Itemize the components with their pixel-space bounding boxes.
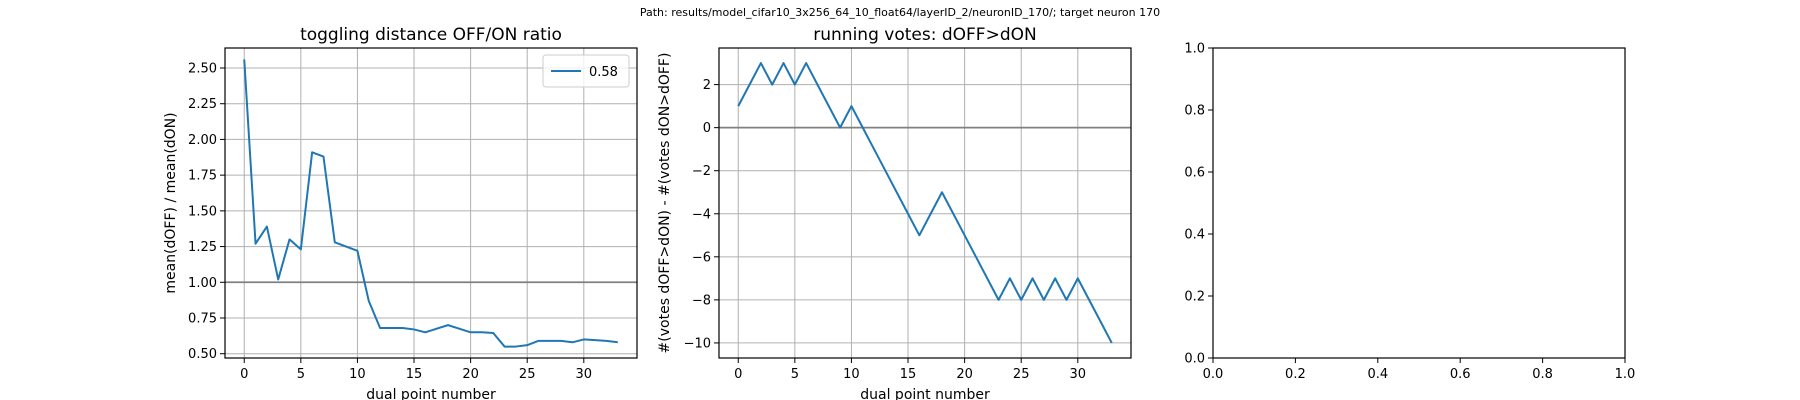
votes-xtick-label: 15 — [900, 367, 917, 382]
empty-ytick-label: 1.0 — [1184, 42, 1205, 57]
ratio-ytick-label: 1.75 — [188, 169, 217, 184]
ratio-ytick-label: 2.25 — [188, 97, 217, 112]
ratio-xtick-label: 10 — [349, 367, 366, 382]
votes-ytick-label: −8 — [692, 293, 711, 308]
ratio-xtick-label: 20 — [462, 367, 479, 382]
votes-xtick-label: 10 — [843, 367, 860, 382]
ratio-legend: 0.58 — [542, 54, 630, 88]
votes-ytick-label: −10 — [684, 336, 711, 351]
ratio-axes-frame — [224, 47, 638, 359]
ratio-title: toggling distance OFF/ON ratio — [300, 25, 562, 45]
ratio-ytick-label: 1.25 — [188, 240, 217, 255]
empty-ytick-label: 0.2 — [1184, 290, 1205, 305]
axes-votes-plot: 0 5 10 15 20 25 30 −10 −8 −6 −4 −2 0 2 running votes: … — [657, 25, 1132, 400]
votes-xlabel: dual point number — [860, 387, 990, 400]
ratio-ytick-label: 0.50 — [188, 347, 217, 362]
axes-ratio-plot: 0 5 10 15 20 25 30 0.50 0.75 1.00 1.25 1.50 1.75 2.00… — [163, 25, 638, 400]
axes-empty-plot: 0.0 0.2 0.4 0.6 0.8 1.0 0.0 0.2 0.4 0.6 0.8 1.0 — [1184, 42, 1635, 383]
votes-ylabel: #(votes dOFF>dON) - #(votes dON>dOFF) — [657, 53, 673, 354]
votes-xtick-label: 5 — [791, 367, 799, 382]
votes-ytick-label: −4 — [692, 207, 711, 222]
ratio-ytick-label: 0.75 — [188, 312, 217, 327]
empty-xtick-label: 1.0 — [1615, 367, 1636, 382]
empty-xtick-label: 0.2 — [1285, 367, 1306, 382]
ratio-ytick-label: 2.00 — [188, 133, 217, 148]
empty-ytick-label: 0.6 — [1184, 166, 1205, 181]
ratio-series-line — [243, 59, 618, 348]
votes-ytick-label: 2 — [703, 78, 711, 93]
ratio-xtick-label: 0 — [240, 367, 248, 382]
empty-axes-frame — [1212, 47, 1626, 359]
votes-ytick-label: −2 — [692, 164, 711, 179]
ratio-ytick-label: 2.50 — [188, 62, 217, 77]
empty-xtick-label: 0.8 — [1532, 367, 1553, 382]
votes-title: running votes: dOFF>dON — [813, 25, 1036, 45]
votes-series-line — [737, 62, 1113, 344]
votes-xtick-label: 25 — [1013, 367, 1030, 382]
empty-ytick-label: 0.4 — [1184, 228, 1205, 243]
votes-xtick-label: 0 — [734, 367, 742, 382]
empty-xtick-label: 0.4 — [1367, 367, 1388, 382]
votes-axes-frame — [718, 47, 1132, 359]
empty-ytick-label: 0.8 — [1184, 104, 1205, 119]
ratio-ylabel: mean(dOFF) / mean(dON) — [163, 112, 179, 293]
figure-suptitle: Path: results/model_cifar10_3x256_64_10_… — [640, 6, 1160, 19]
ratio-xlabel: dual point number — [366, 387, 496, 400]
empty-xtick-label: 0.6 — [1450, 367, 1471, 382]
ratio-xtick-label: 5 — [297, 367, 305, 382]
votes-xtick-label: 20 — [956, 367, 973, 382]
empty-xtick-label: 0.0 — [1203, 367, 1224, 382]
ratio-ytick-label: 1.50 — [188, 204, 217, 219]
legend-label: 0.58 — [589, 65, 618, 80]
votes-ytick-label: −6 — [692, 250, 711, 265]
legend-frame — [542, 54, 630, 88]
votes-xtick-label: 30 — [1070, 367, 1087, 382]
ratio-xtick-label: 15 — [406, 367, 423, 382]
ratio-ytick-label: 1.00 — [188, 276, 217, 291]
votes-ytick-label: 0 — [703, 121, 711, 136]
ratio-xtick-label: 25 — [519, 367, 536, 382]
empty-ytick-label: 0.0 — [1184, 352, 1205, 367]
ratio-xtick-label: 30 — [576, 367, 593, 382]
